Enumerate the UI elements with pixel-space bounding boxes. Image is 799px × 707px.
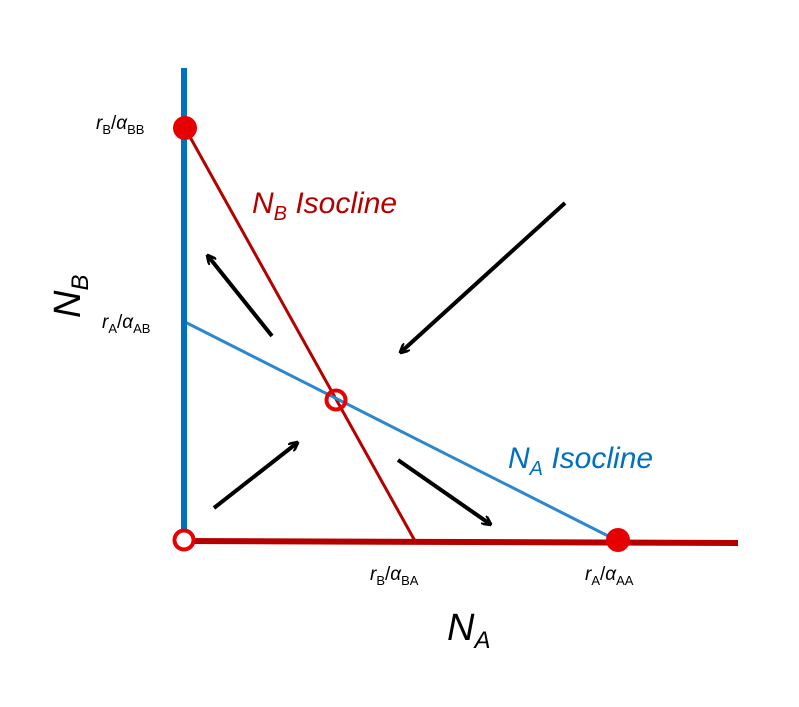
- nb-isocline-line: [183, 127, 417, 542]
- x-axis: [183, 538, 739, 546]
- unstable-origin: [172, 528, 196, 552]
- unstable-coexistence: [324, 388, 348, 412]
- stable-equilibrium-a: [606, 528, 630, 552]
- arrow-upper-right: [401, 201, 567, 352]
- x-axis-title: NA: [447, 607, 490, 654]
- na-isocline-line: [184, 320, 619, 543]
- y-axis-title: NB: [47, 275, 94, 318]
- label-rb-alphaba: rB/αBA: [370, 564, 419, 588]
- nb-isocline-label: NB Isocline: [252, 187, 397, 225]
- label-rb-alphabb: rB/αBB: [96, 113, 144, 137]
- na-isocline-label: NA Isocline: [508, 442, 653, 480]
- arrow-lower-right: [396, 458, 490, 524]
- label-ra-alphaab: rA/αAB: [102, 312, 150, 336]
- arrow-upper-left: [208, 256, 274, 338]
- arrow-lower-left: [212, 443, 297, 510]
- label-ra-alphaaa: rA/αAA: [585, 564, 634, 588]
- stable-equilibrium-b: [173, 116, 197, 140]
